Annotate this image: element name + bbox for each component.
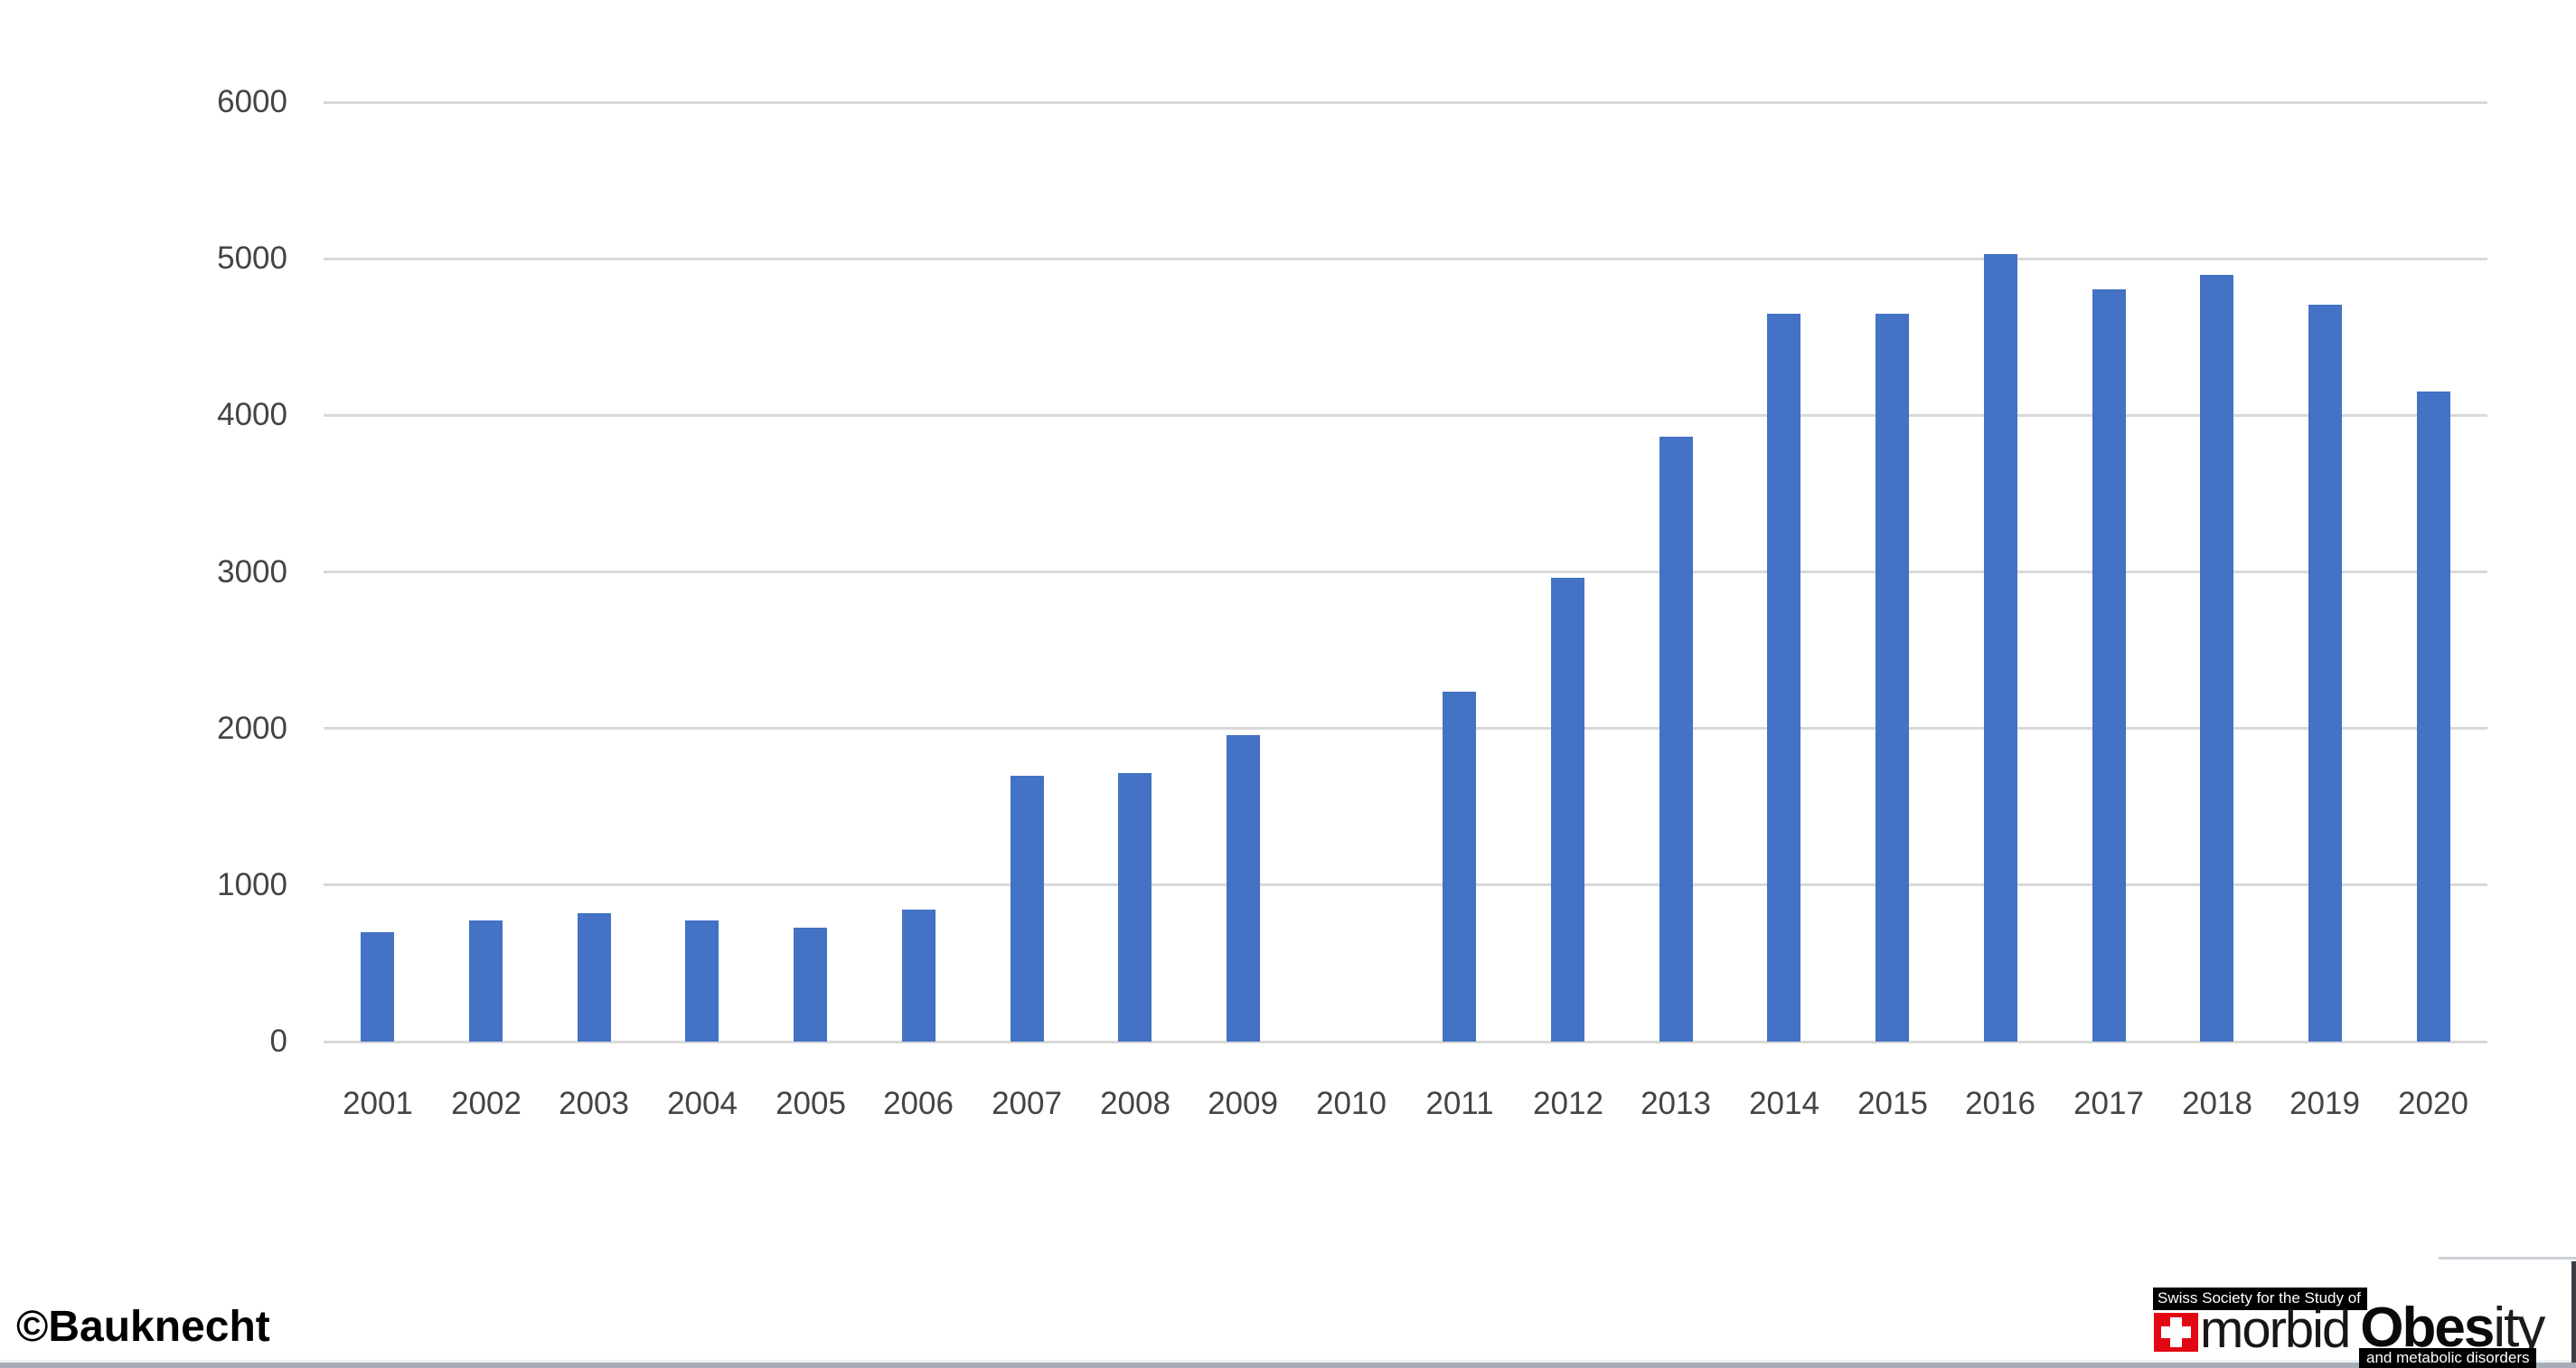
bar-2009 bbox=[1227, 734, 1260, 1042]
logo-main-row: morbid Obesity bbox=[2154, 1300, 2545, 1360]
x-axis-label-2020: 2020 bbox=[2398, 1086, 2468, 1121]
bar-2019 bbox=[2308, 305, 2342, 1042]
bar-2002 bbox=[469, 920, 503, 1042]
gridline-2000 bbox=[324, 727, 2487, 731]
logo-tagline-bottom: and metabolic disorders bbox=[2359, 1348, 2537, 1368]
bar-2012 bbox=[1551, 578, 1584, 1042]
smob-logo: Swiss Society for the Study of morbid Ob… bbox=[2153, 1288, 2555, 1368]
x-axis-label-2004: 2004 bbox=[667, 1086, 738, 1121]
bar-2011 bbox=[1443, 691, 1476, 1042]
logo-tagline-top: Swiss Society for the Study of bbox=[2153, 1288, 2367, 1310]
x-axis-baseline bbox=[324, 1040, 2487, 1043]
x-axis-label-2019: 2019 bbox=[2289, 1086, 2360, 1121]
gridline-3000 bbox=[324, 571, 2487, 573]
bar-2018 bbox=[2200, 275, 2233, 1042]
logo-word-morbid: morbid bbox=[2200, 1300, 2351, 1360]
swiss-cross-horizontal-arm bbox=[2161, 1326, 2191, 1338]
bar-2001 bbox=[361, 931, 394, 1042]
x-axis-label-2009: 2009 bbox=[1208, 1086, 1278, 1121]
y-axis-label: 0 bbox=[269, 1024, 287, 1059]
bar-2020 bbox=[2417, 392, 2450, 1042]
y-axis-label: 5000 bbox=[217, 241, 287, 277]
copyright-watermark: ©Bauknecht bbox=[16, 1303, 270, 1351]
x-axis-label-2012: 2012 bbox=[1533, 1086, 1603, 1121]
x-axis-label-2011: 2011 bbox=[1425, 1086, 1494, 1121]
gridline-1000 bbox=[324, 883, 2487, 887]
x-axis-label-2010: 2010 bbox=[1316, 1086, 1387, 1121]
x-axis-label-2013: 2013 bbox=[1641, 1086, 1711, 1121]
bottom-strip-highlight bbox=[0, 1360, 2576, 1363]
gridline-4000 bbox=[324, 413, 2487, 417]
bar-2005 bbox=[794, 927, 827, 1042]
x-axis-label-2017: 2017 bbox=[2073, 1086, 2144, 1121]
bar-2013 bbox=[1659, 436, 1693, 1042]
bar-2003 bbox=[578, 913, 611, 1042]
y-axis-label: 3000 bbox=[217, 553, 287, 590]
swiss-cross-icon bbox=[2154, 1312, 2198, 1352]
x-axis-label-2007: 2007 bbox=[992, 1086, 1062, 1121]
y-axis-label: 1000 bbox=[217, 866, 287, 902]
y-axis-label: 6000 bbox=[217, 84, 287, 119]
x-axis-label-2002: 2002 bbox=[451, 1086, 522, 1121]
gridline-5000 bbox=[324, 257, 2487, 260]
x-axis-label-2005: 2005 bbox=[776, 1086, 846, 1121]
x-axis-label-2008: 2008 bbox=[1100, 1086, 1170, 1121]
right-edge-line bbox=[2571, 1261, 2576, 1363]
logo-word-obesity-bold: Obes bbox=[2360, 1297, 2495, 1359]
y-axis-label: 4000 bbox=[217, 397, 287, 433]
bar-2015 bbox=[1876, 313, 1909, 1042]
gridline-6000 bbox=[324, 100, 2487, 104]
bar-2014 bbox=[1767, 313, 1800, 1042]
bar-2007 bbox=[1011, 776, 1044, 1042]
x-axis-label-2006: 2006 bbox=[883, 1086, 954, 1121]
x-axis-label-2003: 2003 bbox=[559, 1086, 629, 1121]
bottom-edge-strip bbox=[0, 1363, 2576, 1368]
x-axis-label-2001: 2001 bbox=[343, 1086, 413, 1121]
x-axis-label-2018: 2018 bbox=[2182, 1086, 2252, 1121]
bar-2008 bbox=[1118, 773, 1152, 1042]
corner-hairline bbox=[2439, 1257, 2576, 1260]
bar-2016 bbox=[1984, 253, 2017, 1042]
x-axis-label-2014: 2014 bbox=[1749, 1086, 1819, 1121]
logo-word-obesity-light: ity bbox=[2493, 1297, 2545, 1359]
bar-2017 bbox=[2092, 288, 2126, 1042]
x-axis-label-2015: 2015 bbox=[1857, 1086, 1928, 1121]
logo-word-obesity: Obesity bbox=[2360, 1300, 2545, 1356]
bar-2006 bbox=[902, 909, 935, 1042]
x-axis-label-2016: 2016 bbox=[1965, 1086, 2035, 1121]
y-axis-label: 2000 bbox=[217, 710, 287, 746]
bar-2004 bbox=[685, 920, 719, 1042]
